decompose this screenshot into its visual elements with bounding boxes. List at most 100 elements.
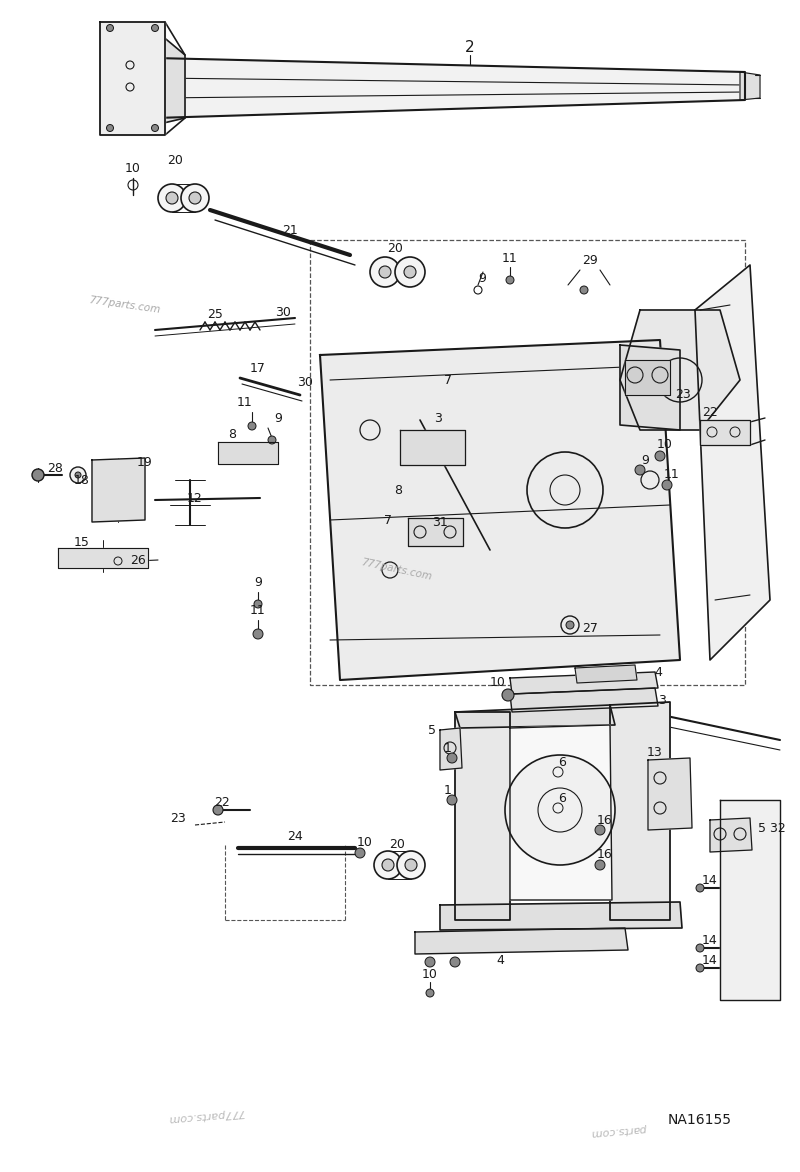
Text: 9: 9: [254, 575, 262, 588]
Text: 777parts.com: 777parts.com: [88, 295, 161, 315]
Polygon shape: [740, 71, 760, 100]
Text: 15: 15: [74, 536, 90, 548]
Circle shape: [566, 621, 574, 629]
Polygon shape: [620, 311, 740, 430]
Polygon shape: [720, 800, 780, 1000]
Circle shape: [32, 469, 44, 481]
Circle shape: [447, 795, 457, 805]
Circle shape: [106, 124, 114, 131]
Text: 4: 4: [496, 954, 504, 967]
Circle shape: [696, 884, 704, 892]
Circle shape: [662, 481, 672, 490]
Circle shape: [696, 943, 704, 952]
Circle shape: [595, 860, 605, 870]
Circle shape: [450, 958, 460, 967]
Text: 6: 6: [558, 756, 566, 769]
Text: 16: 16: [597, 813, 613, 826]
Text: 5 32: 5 32: [758, 822, 786, 834]
Text: 30: 30: [275, 306, 291, 319]
Polygon shape: [100, 22, 165, 135]
Text: 7: 7: [384, 513, 392, 526]
Text: 12: 12: [187, 491, 203, 504]
Text: parts.com: parts.com: [592, 1123, 648, 1137]
Circle shape: [580, 286, 588, 294]
Circle shape: [397, 851, 425, 879]
Text: 7: 7: [444, 374, 452, 387]
Text: 9: 9: [478, 272, 486, 285]
Polygon shape: [400, 430, 465, 465]
Polygon shape: [710, 818, 752, 852]
Polygon shape: [155, 57, 745, 118]
Polygon shape: [510, 688, 658, 713]
Polygon shape: [440, 728, 462, 770]
Polygon shape: [155, 30, 185, 125]
Text: 9: 9: [641, 454, 649, 466]
Circle shape: [379, 266, 391, 278]
Circle shape: [635, 465, 645, 475]
Polygon shape: [320, 340, 680, 680]
Polygon shape: [695, 265, 770, 660]
Circle shape: [268, 436, 276, 444]
Circle shape: [158, 184, 186, 212]
Circle shape: [70, 466, 86, 483]
Polygon shape: [700, 420, 750, 445]
Polygon shape: [58, 548, 148, 568]
Text: NA16155: NA16155: [668, 1113, 732, 1127]
Text: 8: 8: [394, 484, 402, 497]
Text: 30: 30: [297, 375, 313, 388]
Circle shape: [151, 25, 158, 32]
Circle shape: [382, 859, 394, 871]
Text: 10: 10: [490, 675, 506, 688]
Text: 11: 11: [664, 469, 680, 482]
Text: 11: 11: [502, 252, 518, 265]
Polygon shape: [625, 360, 670, 395]
Text: 10: 10: [357, 837, 373, 850]
Circle shape: [426, 989, 434, 997]
Circle shape: [404, 266, 416, 278]
Circle shape: [655, 451, 665, 461]
Text: 11: 11: [250, 604, 266, 616]
Text: 14: 14: [702, 934, 718, 947]
Text: 4: 4: [654, 666, 662, 679]
Text: 10: 10: [657, 438, 673, 451]
Circle shape: [502, 689, 514, 701]
Polygon shape: [510, 725, 612, 900]
Text: 21: 21: [282, 224, 298, 237]
Polygon shape: [510, 672, 658, 694]
Circle shape: [355, 849, 365, 858]
Polygon shape: [415, 928, 628, 954]
Text: 17: 17: [250, 361, 266, 375]
Circle shape: [595, 825, 605, 834]
Text: 777parts.com: 777parts.com: [360, 558, 433, 582]
Polygon shape: [620, 345, 680, 430]
Circle shape: [374, 851, 402, 879]
Circle shape: [106, 25, 114, 32]
Text: 19: 19: [137, 456, 153, 469]
Polygon shape: [408, 518, 463, 546]
Polygon shape: [455, 706, 615, 728]
Text: 3: 3: [658, 694, 666, 707]
Polygon shape: [648, 758, 692, 830]
Polygon shape: [440, 902, 682, 931]
Circle shape: [696, 965, 704, 972]
Text: 27: 27: [582, 621, 598, 634]
Circle shape: [189, 192, 201, 204]
Circle shape: [248, 422, 256, 430]
Text: 18: 18: [74, 473, 90, 486]
Text: 31: 31: [432, 516, 448, 529]
Circle shape: [447, 752, 457, 763]
Text: 16: 16: [597, 849, 613, 861]
Text: 8: 8: [228, 428, 236, 441]
Text: 9: 9: [274, 411, 282, 424]
Text: 1: 1: [444, 784, 452, 797]
Text: 20: 20: [167, 154, 183, 166]
Circle shape: [254, 600, 262, 608]
Circle shape: [425, 958, 435, 967]
Text: 26: 26: [130, 553, 146, 566]
Text: 10: 10: [125, 162, 141, 175]
Text: 11: 11: [237, 395, 253, 409]
Text: 23: 23: [675, 388, 691, 402]
Text: 20: 20: [387, 241, 403, 254]
Text: 13: 13: [647, 745, 663, 758]
Text: 28: 28: [47, 462, 63, 475]
